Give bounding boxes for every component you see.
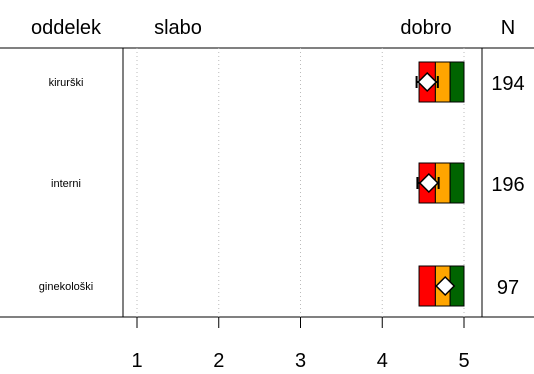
band-red [418,265,436,307]
band-green [449,61,465,103]
row-1: kirurški 194 [49,61,525,103]
x-tick-label-4: 4 [377,350,388,372]
x-tick-label-5: 5 [458,350,469,372]
row-label: interni [51,178,81,190]
mean-marker [435,275,456,297]
header-oddelek: oddelek [31,17,102,39]
header-dobro: dobro [400,17,451,39]
header-slabo: slabo [154,17,202,39]
x-tick-label-1: 1 [131,350,142,372]
row-3: ginekološki 97 [39,265,519,307]
x-axis: 1 2 3 4 5 [131,317,470,372]
row-n-value: 194 [491,73,524,95]
row-n-value: 196 [491,174,524,196]
row-2: interni 196 [51,162,525,204]
mean-marker [418,172,439,194]
x-tick-label-2: 2 [213,350,224,372]
row-label: ginekološki [39,281,93,293]
mean-marker [417,71,438,93]
header-n: N [501,17,515,39]
x-tick-label-3: 3 [295,350,306,372]
row-n-value: 97 [497,277,519,299]
row-label: kirurški [49,77,84,89]
band-green [449,162,465,204]
chart-rows: kirurški 194 interni 196 ginekološki 97 [39,61,525,307]
grid-lines [136,48,465,317]
